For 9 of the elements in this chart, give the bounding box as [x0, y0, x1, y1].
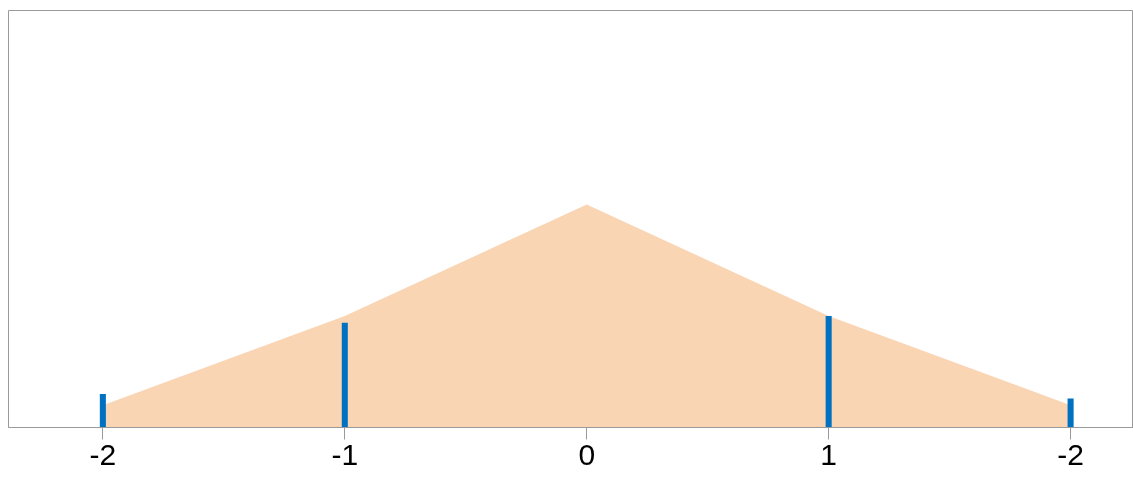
x-tick-label: 1 — [820, 437, 838, 471]
bar — [1067, 398, 1074, 428]
x-tick-label: -1 — [331, 437, 359, 471]
x-tick-label: -2 — [1057, 437, 1084, 471]
bar — [341, 322, 348, 428]
bar — [825, 316, 832, 428]
bar — [99, 394, 106, 428]
x-tick-label: -2 — [89, 437, 117, 471]
x-tick-label: 0 — [578, 437, 596, 471]
